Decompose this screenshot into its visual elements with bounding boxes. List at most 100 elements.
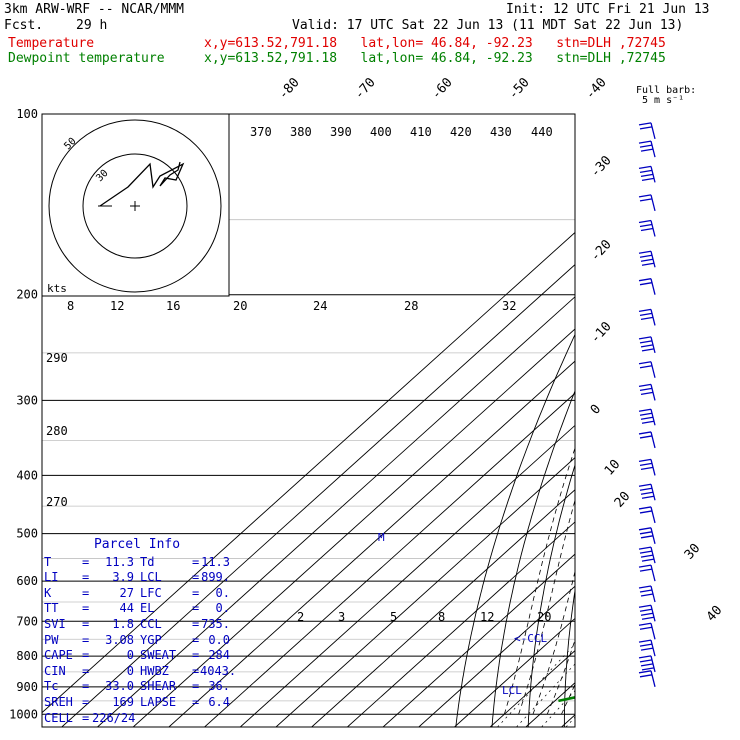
wind-barb-flag bbox=[638, 604, 652, 608]
theta-label: 430 bbox=[490, 125, 512, 139]
wind-barb bbox=[650, 623, 656, 640]
wind-barb-flag bbox=[639, 365, 653, 369]
wind-barb-flag bbox=[638, 506, 652, 510]
parcel-key: SREH bbox=[44, 694, 73, 709]
annotation-label: M bbox=[378, 531, 385, 544]
parcel-row: CIN = 0 HWBZ = 4043. bbox=[44, 663, 237, 678]
wind-barb-flag bbox=[638, 483, 652, 487]
wind-barb-flag bbox=[639, 144, 653, 148]
parcel-value: 169 bbox=[112, 694, 134, 709]
dry-adiabat bbox=[491, 389, 575, 727]
isotherm-label: 0 bbox=[588, 402, 604, 418]
wind-barb-flag bbox=[638, 458, 652, 463]
mixing-ratio-label: 8 bbox=[438, 610, 445, 624]
parcel-key: TT bbox=[44, 601, 59, 616]
wind-barb-flag bbox=[638, 308, 652, 313]
wind-barb-flag bbox=[639, 643, 653, 647]
wind-barb-legend: Full barb: bbox=[636, 85, 697, 96]
isotherm-label: 20 bbox=[612, 489, 634, 511]
moist-adiabat bbox=[532, 569, 575, 715]
parcel-info-title: Parcel Info bbox=[93, 537, 181, 552]
hodo-speed-label: 32 bbox=[502, 299, 516, 313]
wind-barb-flag bbox=[640, 535, 654, 539]
isotherm bbox=[633, 114, 740, 727]
moist-adiabat bbox=[576, 295, 718, 715]
wind-barb-flag bbox=[639, 169, 653, 174]
wind-barb-flag bbox=[639, 126, 653, 130]
isotherm bbox=[97, 296, 575, 727]
hodo-unit-label: kts bbox=[47, 282, 67, 295]
wind-barb-flag bbox=[640, 593, 654, 597]
wind-barb-flag bbox=[639, 487, 653, 491]
wind-barb-flag bbox=[641, 177, 655, 182]
wind-barb-flag bbox=[638, 655, 652, 659]
parcel-key: LI bbox=[44, 570, 59, 585]
wind-barb-flag bbox=[640, 344, 654, 348]
isotherm bbox=[669, 114, 740, 727]
mixing-ratio-label: 5 bbox=[390, 610, 397, 624]
mixing-ratio-label: 20 bbox=[537, 610, 551, 624]
moist-adiabat bbox=[590, 295, 740, 715]
wind-barb-flag bbox=[640, 173, 654, 178]
theta-label: 280 bbox=[46, 424, 68, 438]
hodo-speed-label: 20 bbox=[233, 299, 247, 313]
isotherm-label: 10 bbox=[602, 457, 624, 479]
wind-barb-flag bbox=[639, 435, 653, 439]
theta-label: 370 bbox=[250, 125, 272, 139]
parcel-key: SVI bbox=[44, 616, 66, 631]
parcel-key: PW bbox=[44, 632, 59, 647]
theta-label: 380 bbox=[290, 125, 312, 139]
wind-barb-flag bbox=[640, 647, 654, 651]
isotherm bbox=[704, 114, 740, 727]
wind-barb-unit: 5 m s⁻¹ bbox=[642, 95, 685, 106]
parcel-row: SVI = 1.8 CCL = 735. bbox=[44, 616, 230, 631]
parcel-row: T = 11.3 Td = 11.3 bbox=[44, 554, 230, 569]
parcel-key: Td bbox=[140, 554, 155, 569]
dry-adiabat bbox=[563, 587, 575, 727]
wind-barb-flag bbox=[638, 122, 652, 126]
model-title: 3km ARW-WRF -- NCAR/MMM bbox=[4, 2, 185, 17]
wind-barb-flag bbox=[639, 198, 653, 202]
wind-barb-flag bbox=[638, 564, 652, 568]
init-time: Init: 12 UTC Fri 21 Jun 13 bbox=[506, 2, 710, 17]
wind-barb-flag bbox=[640, 491, 654, 495]
hodo-speed-label: 12 bbox=[110, 299, 124, 313]
pressure-label: 600 bbox=[16, 574, 38, 588]
parcel-row: CAPE = 0 SWEAT = 284 bbox=[44, 648, 230, 663]
wind-barb-flag bbox=[640, 227, 654, 232]
wind-barb-flag bbox=[638, 585, 652, 589]
parcel-value: 33.0 bbox=[105, 679, 134, 694]
parcel-key: SHEAR bbox=[140, 679, 177, 694]
isotherm-label: -70 bbox=[352, 75, 379, 102]
parcel-value: 3.9 bbox=[112, 570, 134, 585]
hodo-speed-label: 8 bbox=[67, 299, 74, 313]
isotherm-label: -60 bbox=[429, 75, 456, 102]
wind-barb-flag bbox=[638, 622, 652, 626]
wind-barb-flag bbox=[639, 674, 653, 678]
wind-barb-flag bbox=[638, 361, 652, 365]
parcel-value: 0 bbox=[126, 663, 134, 678]
pressure-label: 1000 bbox=[9, 707, 38, 721]
isotherm-label: -40 bbox=[583, 75, 610, 102]
dry-adiabat bbox=[668, 114, 740, 727]
dry-adiabat bbox=[527, 463, 575, 727]
parcel-value: 6.4 bbox=[208, 694, 230, 709]
parcel-key: LFC bbox=[140, 585, 162, 600]
wind-barb-flag bbox=[640, 663, 654, 667]
mixing-ratio-label: 2 bbox=[297, 610, 304, 624]
temperature-legend: Temperature bbox=[8, 36, 95, 51]
pressure-label: 900 bbox=[16, 680, 38, 694]
theta-label: 440 bbox=[531, 125, 553, 139]
temperature-location: x,y=613.52,791.18 lat,lon= 46.84, -92.23… bbox=[204, 36, 666, 51]
wind-barb-flag bbox=[638, 194, 652, 198]
wind-barb-flag bbox=[638, 336, 652, 340]
wind-barb-flag bbox=[638, 546, 652, 550]
parcel-value: 899. bbox=[201, 570, 230, 585]
parcel-value: 36. bbox=[208, 679, 230, 694]
pressure-label: 500 bbox=[16, 527, 38, 541]
parcel-key: T bbox=[44, 554, 52, 569]
dry-adiabat bbox=[700, 114, 740, 727]
wind-barb bbox=[650, 670, 656, 687]
mixing-ratio-label: 3 bbox=[338, 610, 345, 624]
